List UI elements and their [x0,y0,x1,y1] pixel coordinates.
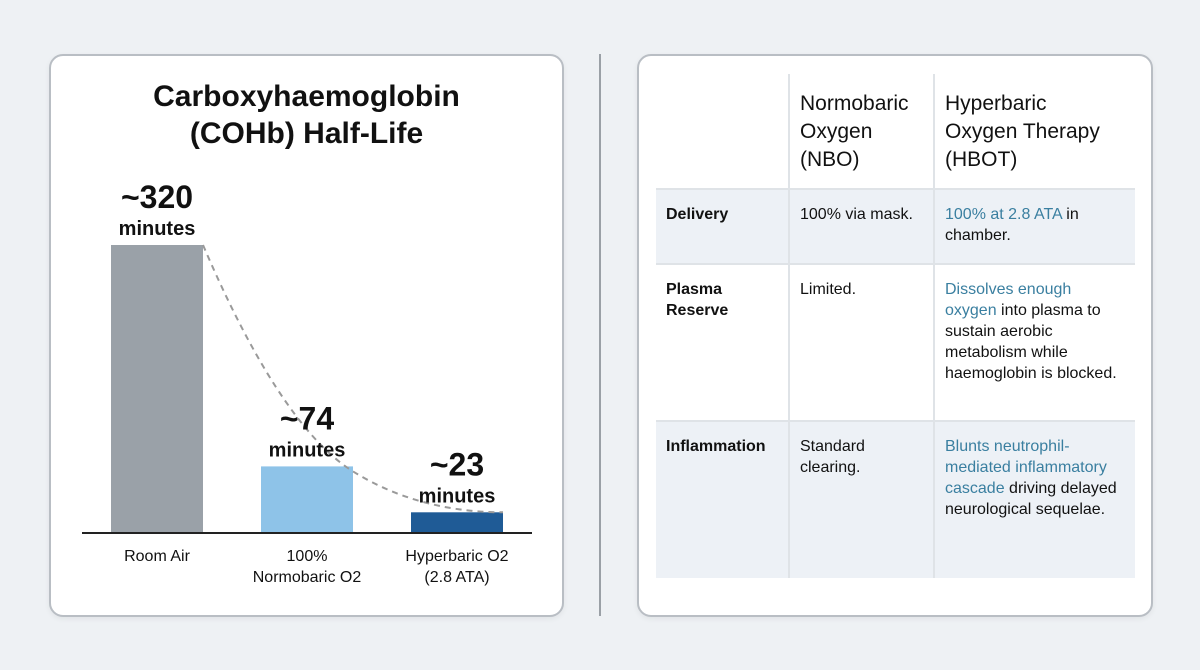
panel-divider [599,54,601,616]
bar-1 [261,466,353,533]
category-label-1: Normobaric O2 [253,569,362,586]
nbo-cell: Limited. [788,264,934,421]
row-label: Inflammation [656,421,789,578]
category-label-1: 100% [287,548,328,565]
trend-line [202,244,504,514]
table-row-plasma-reserve: Plasma Reserve Limited. Dissolves enough… [656,264,1135,421]
value-unit-0: minutes [119,218,196,240]
value-label-0: ~320 [121,179,193,215]
half-life-bar-chart: ~320 minutes ~74 minutes ~23 minutes Room Air 1… [82,179,532,586]
chart-title-line-2: (COHb) Half-Life [189,117,424,150]
value-label-1: ~74 [280,400,334,436]
nbo-cell: Standard clearing. [788,421,934,578]
bar-0 [111,245,203,533]
hbot-text: driving delayed neurological sequelae. [945,480,1117,518]
category-label-2: Hyperbaric O2 [405,548,508,565]
table-row-delivery: Delivery 100% via mask. 100% at 2.8 ATA … [656,189,1135,264]
value-unit-2: minutes [419,485,496,507]
comparison-panel: Normobaric Oxygen (NBO) Hyperbaric Oxyge… [637,54,1153,617]
header-nbo-line: Normobaric [800,92,909,115]
header-nbo-line: (NBO) [800,148,860,171]
header-hbot-line: Hyperbaric [945,92,1047,115]
hbot-cell: Dissolves enough oxygen into plasma to s… [933,264,1135,421]
row-label: Delivery [656,189,789,264]
hbot-highlight-text: Dissolves enough oxygen [945,281,1072,319]
hbot-text: in chamber. [945,206,1079,244]
header-empty-cell [656,74,789,189]
chart-title-line-1: Carboxyhaemoglobin [153,80,460,113]
bar-2 [411,512,503,533]
hbot-highlight-text: Blunts neutrophil-mediated inflammatory … [945,438,1107,497]
value-unit-1: minutes [269,439,346,461]
chart-panel: Carboxyhaemoglobin (COHb) Half-Life ~320… [49,54,564,617]
comparison-table: Normobaric Oxygen (NBO) Hyperbaric Oxyge… [656,74,1135,578]
table-header-row: Normobaric Oxygen (NBO) Hyperbaric Oxyge… [656,74,1135,189]
chart-title: Carboxyhaemoglobin (COHb) Half-Life [51,78,562,152]
value-label-2: ~23 [430,446,484,482]
category-label-0: Room Air [124,548,190,565]
header-nbo: Normobaric Oxygen (NBO) [788,74,934,189]
hbot-cell: 100% at 2.8 ATA in chamber. [933,189,1135,264]
hbot-highlight-text: 100% at 2.8 ATA [945,206,1062,223]
hbot-cell: Blunts neutrophil-mediated inflammatory … [933,421,1135,578]
header-nbo-line: Oxygen [800,120,873,143]
header-hbot-line: Oxygen Therapy [945,120,1100,143]
header-hbot-line: (HBOT) [945,148,1018,171]
hbot-text: into plasma to sustain aerobic metabolis… [945,302,1117,382]
nbo-cell: 100% via mask. [788,189,934,264]
header-hbot: Hyperbaric Oxygen Therapy (HBOT) [933,74,1135,189]
table-row-inflammation: Inflammation Standard clearing. Blunts n… [656,421,1135,578]
row-label: Plasma Reserve [666,281,729,319]
category-label-2: (2.8 ATA) [424,569,489,586]
